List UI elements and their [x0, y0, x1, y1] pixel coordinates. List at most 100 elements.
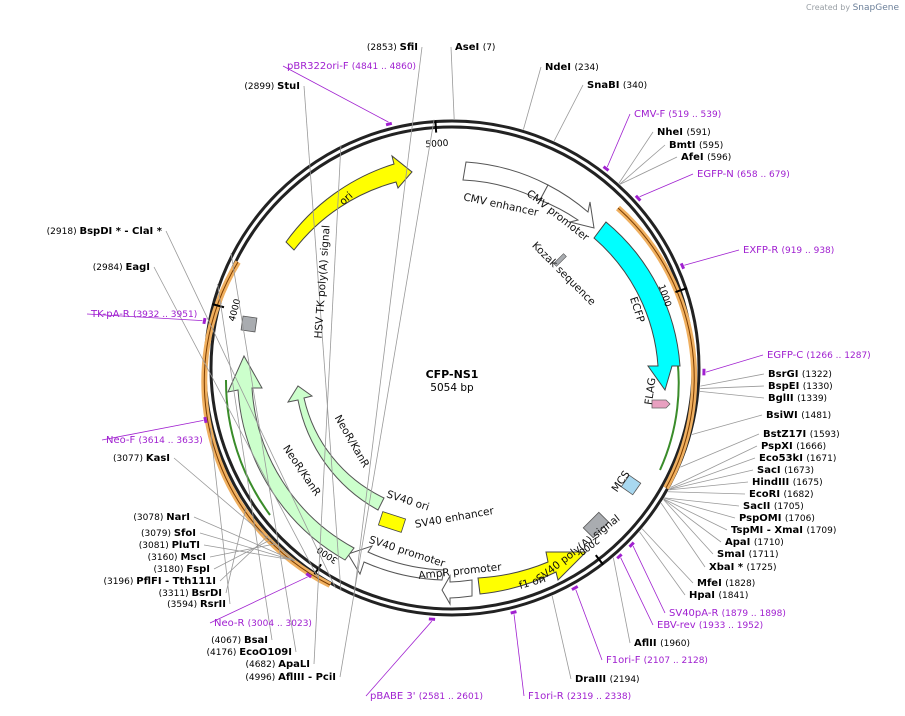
primer-label[interactable]: TK-pA-R (3932 .. 3951) [90, 309, 197, 320]
primer-leader [365, 620, 433, 697]
primer-mark [679, 262, 686, 270]
site-leader-PspOMI [664, 497, 736, 519]
site-label[interactable]: (3079) SfoI [141, 528, 196, 539]
site-label[interactable]: TspMI - XmaI (1709) [731, 525, 836, 536]
site-label[interactable]: (3180) FspI [154, 564, 210, 575]
primer-label[interactable]: F1ori-R (2319 .. 2338) [528, 691, 631, 702]
primer-mark [202, 317, 207, 325]
site-label[interactable]: (3081) PluTI [139, 540, 200, 551]
site-label[interactable]: ApaI (1710) [725, 537, 784, 548]
site-label[interactable]: BspEI (1330) [768, 381, 833, 392]
feature-flag [651, 399, 671, 409]
site-label[interactable]: (3311) BsrDI [159, 588, 222, 599]
primer-mark [510, 610, 517, 615]
site-leader-KasI [173, 457, 295, 562]
site-leader-MfeI [641, 528, 694, 584]
site-leader-NdeI [523, 66, 542, 130]
primer-leader [282, 65, 389, 123]
ruler-tick-2000 [595, 554, 604, 566]
ruler-label-5000: 5000 [425, 139, 449, 151]
site-label[interactable]: SmaI (1711) [717, 549, 779, 560]
feature-mcs [620, 474, 642, 496]
site-leader-SfoI [199, 532, 295, 562]
site-label[interactable]: DraIII (2194) [575, 674, 640, 685]
site-label[interactable]: (2984) EagI [93, 262, 150, 273]
feature-neor-inner [286, 385, 385, 511]
site-label[interactable]: (3594) RsrII [167, 599, 226, 610]
site-label[interactable]: EcoRI (1682) [749, 489, 813, 500]
primer-label[interactable]: F1ori-F (2107 .. 2128) [606, 655, 708, 666]
primer-label[interactable]: CMV-F (519 .. 539) [634, 109, 721, 120]
primer-leader [620, 557, 654, 626]
site-leader-NheI [618, 131, 654, 184]
orange-arc-neo-inner [203, 261, 331, 586]
site-leader-ApaI [663, 498, 722, 543]
site-label[interactable]: Eco53kI (1671) [759, 453, 836, 464]
site-label[interactable]: (3078) NarI [133, 512, 190, 523]
site-label[interactable]: (4176) EcoO109I [206, 647, 292, 658]
primer-label[interactable]: pBABE 3' (2581 .. 2601) [370, 691, 483, 702]
site-leader-StuI [303, 85, 342, 591]
feature-neor-outer [227, 354, 355, 561]
primer-leader [513, 614, 525, 697]
site-label[interactable]: HindIII (1675) [752, 477, 823, 488]
primer-label[interactable]: Neo-F (3614 .. 3633) [106, 435, 203, 446]
site-label[interactable]: HpaI (1841) [689, 590, 748, 601]
credit-text: Created by [806, 3, 851, 12]
site-label[interactable]: SacII (1705) [743, 501, 804, 512]
site-label[interactable]: (4996) AflIII - PciI [245, 672, 336, 683]
primer-label[interactable]: EGFP-C (1266 .. 1287) [767, 350, 871, 361]
site-label[interactable]: SacI (1673) [757, 465, 814, 476]
site-label[interactable]: AseI (7) [455, 42, 495, 53]
primer-label[interactable]: pBR322ori-F (4841 .. 4860) [287, 61, 416, 72]
site-leader-BglII [699, 390, 765, 399]
feature-ecfp [593, 221, 681, 392]
site-label[interactable]: PspOMI (1706) [739, 513, 815, 524]
primer-label[interactable]: EXFP-R (919 .. 938) [743, 245, 834, 256]
plasmid-length: 5054 bp [430, 382, 474, 394]
plasmid-name: CFP-NS1 [426, 368, 479, 381]
site-label[interactable]: (2918) BspDI * - ClaI * [47, 226, 163, 237]
green-arc-neo [224, 379, 271, 516]
site-label[interactable]: BstZ17I (1593) [763, 429, 840, 440]
primer-leader [632, 545, 666, 614]
site-leader-BsiWI [691, 414, 763, 435]
site-label[interactable]: NdeI (234) [545, 62, 599, 73]
site-label[interactable]: (2853) SfiI [367, 42, 418, 53]
orange-arc-ecfp-inner [617, 207, 695, 489]
feature-ampr-promoter [441, 574, 473, 606]
site-leader-AseI [450, 46, 455, 120]
primer-leader [606, 113, 631, 168]
primer-label[interactable]: Neo-R (3004 .. 3023) [214, 618, 312, 629]
site-leader-BspDIClaI [165, 230, 337, 589]
site-label[interactable]: MfeI (1828) [697, 578, 755, 589]
site-label[interactable]: (4682) ApaLI [245, 659, 310, 670]
primer-label[interactable]: SV40pA-R (1879 .. 1898) [669, 608, 786, 619]
site-label[interactable]: (3160) MscI [148, 552, 206, 563]
site-leader-XbaI [660, 502, 706, 568]
site-label[interactable]: AflII (1960) [634, 638, 690, 649]
primer-mark [305, 572, 313, 579]
site-label[interactable]: PspXI (1666) [761, 441, 826, 452]
site-label[interactable]: (4067) BsaI [211, 635, 268, 646]
site-label[interactable]: XbaI * (1725) [709, 562, 776, 573]
site-label[interactable]: BsrGI (1322) [768, 369, 832, 380]
site-label[interactable]: AfeI (596) [681, 152, 731, 163]
site-leader-BstZ17I [680, 433, 760, 468]
primer-label[interactable]: EBV-rev (1933 .. 1952) [657, 620, 763, 631]
site-label[interactable]: (3196) PflFI - Tth111I [103, 576, 216, 587]
primer-leader [101, 419, 204, 441]
site-label[interactable]: BsiWI (1481) [766, 410, 831, 421]
site-label[interactable]: NheI (591) [657, 127, 711, 138]
site-label[interactable]: BmtI (595) [669, 140, 723, 151]
site-leader-AfeI [619, 156, 678, 185]
site-leader-BsaI [217, 284, 273, 641]
site-label[interactable]: SnaBI (340) [587, 80, 647, 91]
site-label[interactable]: (3077) KasI [113, 453, 170, 464]
site-label[interactable]: (2899) StuI [244, 81, 300, 92]
site-label[interactable]: BglII (1339) [768, 393, 827, 404]
label-kozak: Kozak sequence [529, 240, 597, 308]
primer-label[interactable]: EGFP-N (658 .. 679) [697, 169, 790, 180]
site-leader-EcoRI [668, 491, 746, 495]
